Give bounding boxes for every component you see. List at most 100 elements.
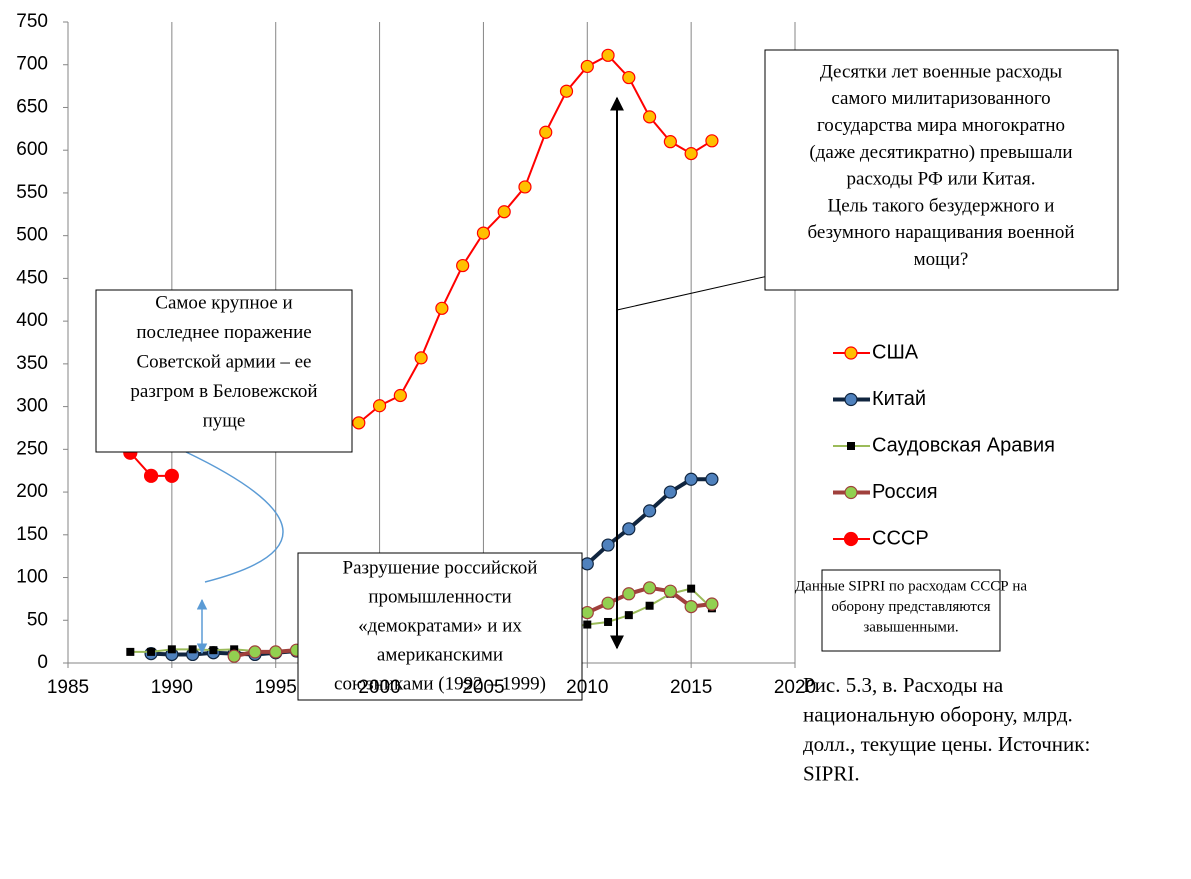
annotation-text: «демократами» и их (358, 615, 522, 636)
marker (642, 110, 657, 124)
annotation-text: американскими (377, 644, 503, 665)
marker (687, 584, 696, 593)
y-tick-label: 350 (16, 353, 48, 374)
caption: национальную оборону, млрд. (803, 702, 1073, 726)
marker (601, 48, 615, 62)
marker (456, 258, 470, 273)
y-tick-label: 650 (16, 96, 48, 117)
marker (843, 531, 859, 547)
y-tick-label: 300 (16, 396, 48, 417)
marker (167, 645, 176, 654)
marker (147, 647, 156, 656)
x-tick-label: 2005 (462, 677, 504, 698)
annotation-text: Цель такого безудержного и (828, 195, 1055, 216)
y-tick-label: 750 (16, 11, 48, 32)
x-tick-label: 1995 (255, 677, 297, 698)
marker (684, 147, 698, 161)
marker (663, 584, 677, 598)
annotation-text: мощи? (914, 249, 969, 270)
marker (663, 135, 677, 149)
marker (645, 601, 654, 610)
x-tick-label: 2015 (670, 677, 712, 698)
annotation-text: разгром в Беловежской (130, 381, 317, 402)
marker (580, 557, 594, 571)
y-tick-label: 100 (16, 567, 48, 588)
marker (624, 611, 633, 620)
marker (126, 647, 135, 656)
annotation-box (95, 289, 353, 453)
marker (559, 84, 574, 98)
marker (414, 351, 428, 365)
y-tick-label: 0 (37, 652, 48, 673)
marker (844, 392, 858, 407)
marker (844, 346, 858, 360)
annotation-text: пуще (203, 410, 246, 431)
annotation-text: завышенными. (863, 619, 958, 635)
marker (705, 134, 719, 148)
marker (622, 587, 636, 601)
legend-label: Россия (872, 481, 938, 503)
y-tick-label: 450 (16, 267, 48, 288)
annotation-text: Десятки лет военные расходы (820, 61, 1062, 82)
caption: SIPRI. (803, 761, 860, 785)
annotation-text: Разрушение российской (343, 557, 538, 578)
y-tick-label: 50 (27, 609, 48, 630)
x-tick-label: 2020 (774, 677, 816, 698)
marker (269, 645, 283, 659)
annotation-text: государства мира многократно (817, 115, 1065, 136)
marker (372, 399, 387, 413)
annotation-text: расходы РФ или Китая. (847, 169, 1036, 190)
annotation-text: оборону представляются (831, 599, 990, 615)
marker (580, 605, 594, 620)
y-tick-label: 400 (16, 310, 48, 331)
marker (844, 485, 858, 500)
marker (642, 504, 657, 518)
marker (684, 472, 698, 486)
annotation-box (297, 552, 583, 701)
marker (143, 468, 159, 483)
annotation-text: Советской армии – ее (137, 351, 312, 372)
x-tick-label: 1985 (47, 677, 89, 698)
y-tick-label: 700 (16, 54, 48, 75)
legend-label: США (872, 341, 919, 363)
y-tick-label: 500 (16, 225, 48, 246)
marker (622, 70, 636, 85)
y-tick-label: 600 (16, 139, 48, 160)
annotation-text: союзниками (1992 – 1999) (334, 673, 546, 694)
marker (497, 205, 511, 219)
annotation-text: самого милитаризованного (831, 88, 1050, 109)
y-tick-label: 550 (16, 182, 48, 203)
annotation-text: последнее поражение (136, 322, 311, 343)
legend-label: СССР (872, 527, 929, 549)
pointer (185, 451, 284, 583)
marker (539, 125, 553, 139)
marker (518, 180, 532, 194)
legend-label: Саудовская Аравия (872, 434, 1055, 456)
marker (227, 649, 241, 663)
marker (580, 59, 594, 74)
marker (663, 485, 677, 499)
marker (393, 388, 407, 403)
annotation-text: промышленности (368, 586, 511, 607)
marker (601, 596, 615, 610)
y-tick-label: 150 (16, 524, 48, 545)
annotation-shapes (95, 49, 1119, 701)
annotation-text: безумного наращивания военной (807, 222, 1074, 243)
marker (435, 301, 449, 315)
marker (476, 226, 491, 240)
marker (684, 599, 698, 614)
marker (164, 468, 179, 483)
marker (352, 416, 366, 430)
caption: долл., текущие цены. Источник: (803, 732, 1090, 756)
annotation-text: Самое крупное и (155, 292, 292, 313)
marker (248, 645, 262, 659)
marker (705, 472, 719, 486)
marker (583, 620, 592, 629)
annotation-box (764, 49, 1119, 291)
y-tick-label: 250 (16, 438, 48, 459)
annotation-box (821, 569, 1001, 652)
marker (622, 522, 636, 536)
marker (601, 538, 615, 552)
annotation-text: Данные SIPRI по расходам СССР на (795, 578, 1027, 594)
